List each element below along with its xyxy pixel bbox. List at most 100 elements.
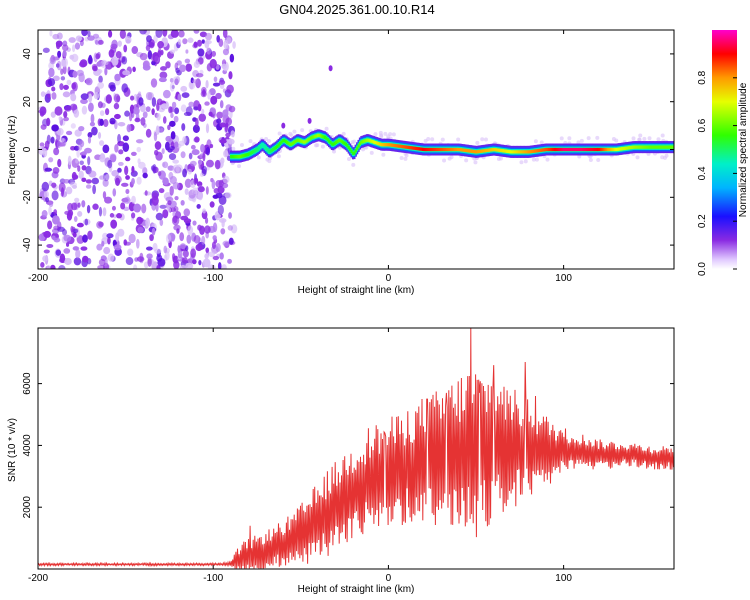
ridge-cell bbox=[653, 145, 656, 149]
noise-speckle bbox=[113, 244, 122, 251]
ridge-cell bbox=[573, 147, 576, 152]
ridge-halo bbox=[449, 155, 454, 160]
spectrogram-x-ticks: -200 -100 0 100 bbox=[28, 30, 572, 284]
noise-speckle bbox=[149, 234, 154, 242]
snr-frame bbox=[37, 327, 675, 570]
ridge-cell bbox=[658, 145, 662, 149]
ridge-cell bbox=[507, 149, 510, 154]
ridge-halo bbox=[483, 137, 488, 142]
ridge-cell bbox=[471, 149, 474, 153]
noise-speckle bbox=[124, 165, 129, 176]
noise-speckle bbox=[192, 124, 200, 134]
noise-speckle bbox=[113, 102, 120, 110]
noise-speckle bbox=[99, 154, 106, 163]
ridge-cell bbox=[347, 145, 350, 150]
ridge-cell bbox=[262, 143, 265, 148]
noise-speckle bbox=[197, 48, 205, 57]
ridge-cell bbox=[637, 145, 641, 149]
noise-speckle bbox=[98, 75, 103, 84]
noise-speckle bbox=[66, 130, 73, 136]
noise-speckle bbox=[174, 107, 180, 115]
noise-speckle bbox=[228, 212, 232, 219]
ridge-halo bbox=[637, 137, 642, 142]
ridge-cell bbox=[335, 140, 338, 144]
noise-speckle bbox=[104, 67, 108, 76]
ridge-cell bbox=[428, 147, 432, 152]
ridge-cell bbox=[382, 143, 385, 147]
noise-speckle bbox=[157, 257, 166, 267]
noise-speckle bbox=[105, 108, 110, 116]
ridge-cell bbox=[590, 147, 593, 152]
ridge-cell bbox=[587, 147, 590, 152]
ridge-cell bbox=[431, 147, 434, 152]
noise-speckle bbox=[71, 82, 77, 90]
noise-speckle bbox=[92, 184, 97, 195]
noise-speckle bbox=[53, 209, 58, 215]
ridge-cell bbox=[241, 154, 244, 158]
noise-speckle bbox=[158, 188, 165, 194]
ridge-cell bbox=[605, 147, 608, 152]
ridge-cell bbox=[311, 135, 314, 139]
noise-speckle bbox=[193, 235, 201, 244]
noise-speckle bbox=[136, 146, 142, 153]
noise-speckle bbox=[219, 252, 224, 260]
noise-speckle bbox=[41, 181, 50, 192]
ridge-halo bbox=[647, 136, 652, 141]
noise-speckle bbox=[96, 243, 103, 251]
noise-speckle bbox=[109, 84, 116, 92]
ridge-cell bbox=[375, 141, 378, 145]
noise-speckle bbox=[212, 255, 220, 261]
ridge-cell bbox=[274, 145, 277, 150]
ridge-cell bbox=[371, 140, 374, 144]
ridge-outlier bbox=[307, 117, 312, 124]
noise-speckle bbox=[183, 218, 192, 224]
ridge-halo bbox=[352, 139, 357, 144]
ridge-cell bbox=[626, 146, 629, 150]
noise-speckle bbox=[204, 101, 210, 106]
ridge-cell bbox=[619, 147, 622, 151]
noise-speckle bbox=[109, 213, 115, 218]
ridge-cell bbox=[514, 150, 517, 154]
noise-speckle bbox=[51, 235, 56, 240]
snr-x-ticks: -200 -100 0 100 bbox=[28, 328, 572, 584]
noise-speckle bbox=[92, 203, 99, 210]
ridge-halo bbox=[480, 137, 485, 142]
noise-speckle bbox=[222, 240, 230, 247]
ridge-halo bbox=[664, 153, 669, 158]
noise-speckle bbox=[188, 101, 194, 108]
ridge-halo bbox=[660, 133, 665, 138]
ridge-cell bbox=[405, 145, 408, 149]
ridge-cell bbox=[550, 147, 554, 152]
noise-speckle bbox=[145, 44, 151, 52]
ridge-cell bbox=[577, 147, 580, 152]
noise-speckle bbox=[153, 35, 158, 44]
ridge-cell bbox=[339, 138, 342, 143]
noise-speckle bbox=[69, 181, 77, 188]
ridge-cell bbox=[298, 139, 301, 143]
noise-speckle bbox=[219, 100, 224, 109]
noise-speckle bbox=[185, 49, 189, 54]
noise-speckle bbox=[42, 255, 49, 262]
noise-speckle bbox=[72, 246, 79, 251]
ridge-cell bbox=[438, 147, 441, 152]
ridge-halo bbox=[567, 136, 572, 141]
noise-speckle bbox=[208, 251, 215, 258]
noise-speckle bbox=[72, 70, 78, 78]
noise-speckle bbox=[81, 200, 86, 208]
noise-speckle bbox=[131, 177, 135, 185]
noise-speckle bbox=[45, 197, 50, 203]
ridge-halo bbox=[430, 137, 435, 142]
noise-speckle bbox=[87, 131, 93, 138]
ridge-cell bbox=[253, 149, 256, 153]
noise-speckle bbox=[218, 79, 226, 85]
noise-speckle bbox=[102, 207, 107, 217]
snr-series bbox=[38, 328, 674, 569]
noise-speckle bbox=[47, 220, 53, 230]
noise-speckle bbox=[65, 186, 73, 195]
ridge-cell bbox=[531, 149, 534, 154]
noise-speckle bbox=[56, 140, 62, 149]
ridge-cell bbox=[604, 147, 607, 152]
noise-speckle bbox=[88, 170, 97, 178]
noise-speckle bbox=[198, 260, 202, 266]
snr-x-tick-label: 100 bbox=[555, 573, 572, 584]
